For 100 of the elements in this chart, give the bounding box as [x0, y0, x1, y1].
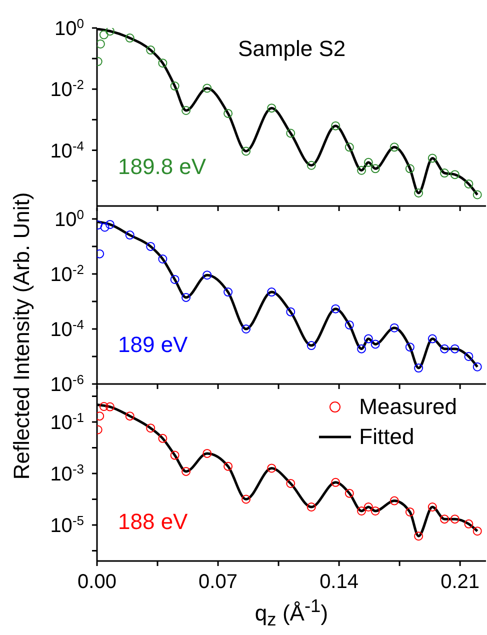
point: [364, 158, 373, 167]
point: [440, 168, 450, 178]
point: [99, 402, 108, 411]
point: [170, 450, 180, 460]
annotation: 188 eV: [118, 509, 188, 535]
point: [97, 39, 105, 48]
x-tick-label: 0.14: [320, 571, 359, 593]
point: [158, 58, 168, 68]
point: [414, 532, 424, 541]
point: [450, 344, 460, 354]
point: [390, 496, 399, 506]
point: [125, 230, 134, 240]
point: [202, 84, 212, 93]
y-tick-label: 10$^{-2}$: [50, 261, 84, 286]
point: [242, 146, 251, 156]
point: [405, 164, 414, 174]
point: [224, 288, 233, 297]
point: [370, 506, 380, 516]
point: [170, 82, 180, 91]
point: [286, 128, 296, 138]
point: [331, 304, 340, 314]
y-axis-title: Reflected Intensity (Arb. Unit): [9, 192, 35, 480]
point: [267, 104, 276, 113]
y-tick-label: 10$^{0}$: [54, 206, 84, 231]
point: [344, 320, 354, 330]
legend-label: Fitted: [359, 424, 414, 450]
point: [357, 506, 366, 516]
point: [364, 502, 373, 512]
point: [464, 519, 474, 528]
point: [267, 464, 276, 473]
legend-label: Measured: [359, 394, 457, 420]
point: [242, 324, 251, 334]
point: [125, 34, 134, 43]
point: [414, 188, 424, 198]
point: [450, 170, 460, 180]
point: [306, 341, 316, 350]
point: [428, 334, 437, 344]
point: [464, 179, 474, 188]
point: [158, 254, 168, 264]
y-tick-label: 10$^{-4}$: [50, 316, 84, 341]
point: [390, 142, 399, 152]
point: [472, 190, 482, 200]
y-tick-label: 10$^{-3}$: [50, 461, 84, 486]
point: [146, 46, 156, 55]
point: [105, 402, 114, 412]
point: [105, 28, 114, 36]
point: [286, 307, 296, 316]
point: [357, 344, 366, 354]
point: [242, 494, 251, 504]
point: [224, 462, 233, 471]
point: [405, 507, 414, 516]
annotation: 189 eV: [118, 332, 188, 358]
x-tick-label: 0.21: [440, 571, 480, 593]
point: [182, 466, 191, 476]
point: [146, 424, 156, 433]
point: [357, 166, 366, 175]
point: [414, 364, 424, 373]
point: [331, 121, 340, 130]
point: [428, 154, 437, 163]
point: [450, 514, 460, 524]
point: [170, 274, 180, 284]
point: [464, 352, 474, 361]
point: [146, 242, 156, 251]
y-tick-label: 10$^{-5}$: [50, 512, 84, 537]
point: [202, 270, 212, 280]
point: [125, 412, 134, 421]
point: [105, 220, 114, 229]
x-tick-label: 0.00: [78, 571, 116, 593]
point: [182, 292, 191, 302]
point: [202, 448, 212, 458]
point: [370, 164, 380, 174]
point: [331, 478, 340, 487]
x-axis-title: q$_{z}$ (Å$^{-1}$): [254, 595, 330, 631]
point: [440, 344, 450, 354]
y-tick-label: 10$^{-6}$: [50, 372, 84, 396]
point: [224, 108, 233, 118]
point: [158, 434, 168, 443]
point: [405, 342, 414, 352]
point: [428, 502, 437, 512]
y-tick-label: 10$^{-1}$: [50, 410, 84, 434]
point: [267, 288, 276, 297]
point: [286, 478, 296, 488]
point: [100, 222, 110, 232]
point: [99, 30, 108, 40]
point: [306, 502, 316, 512]
y-tick-label: 10$^{-4}$: [50, 138, 84, 162]
point: [472, 526, 482, 536]
x-tick-label: 0.07: [198, 571, 238, 593]
point: [472, 362, 482, 372]
point: [390, 323, 399, 332]
annotation: 189.8 eV: [118, 154, 206, 180]
point: [182, 106, 191, 115]
point: [344, 488, 354, 498]
point: [344, 142, 354, 152]
annotation: Sample S2: [238, 36, 346, 62]
point: [370, 340, 380, 349]
point: [440, 514, 450, 524]
point: [306, 160, 316, 170]
point: [364, 334, 373, 344]
y-tick-label: 10$^{0}$: [54, 16, 84, 40]
